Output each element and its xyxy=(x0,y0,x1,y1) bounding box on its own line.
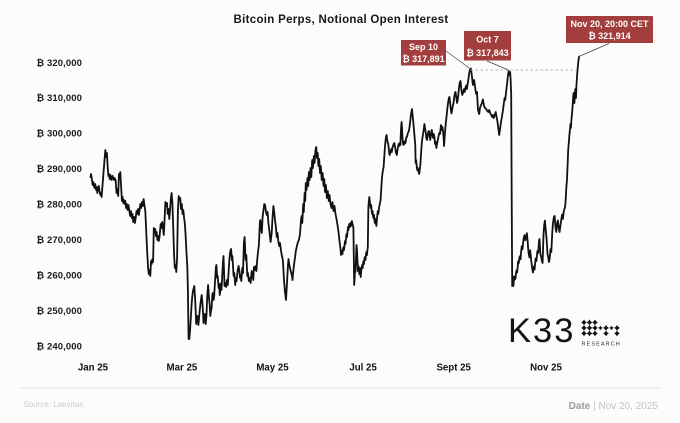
svg-text:K33: K33 xyxy=(508,312,575,350)
svg-text:₿ 240,000: ₿ 240,000 xyxy=(36,341,82,352)
svg-text:Nov 25: Nov 25 xyxy=(530,363,562,374)
svg-text:Mar 25: Mar 25 xyxy=(167,363,198,374)
svg-text:Sep 10: Sep 10 xyxy=(409,42,438,52)
svg-text:₿ 320,000: ₿ 320,000 xyxy=(36,58,82,69)
svg-text:₿ 300,000: ₿ 300,000 xyxy=(36,129,82,140)
svg-text:₿ 317,891: ₿ 317,891 xyxy=(402,54,444,64)
svg-text:₿ 260,000: ₿ 260,000 xyxy=(36,270,82,281)
svg-text:₿ 270,000: ₿ 270,000 xyxy=(36,235,82,246)
svg-text:Oct 7: Oct 7 xyxy=(476,35,499,45)
svg-text:May 25: May 25 xyxy=(256,363,289,374)
svg-text:RESEARCH: RESEARCH xyxy=(582,342,621,348)
svg-text:Date | Nov 20, 2025: Date | Nov 20, 2025 xyxy=(569,401,659,412)
svg-text:Sept 25: Sept 25 xyxy=(436,363,471,374)
svg-text:Jan 25: Jan 25 xyxy=(78,363,109,374)
svg-text:₿ 310,000: ₿ 310,000 xyxy=(36,93,82,104)
svg-text:₿ 250,000: ₿ 250,000 xyxy=(36,306,82,317)
svg-text:₿ 280,000: ₿ 280,000 xyxy=(36,200,82,211)
svg-text:₿ 317,843: ₿ 317,843 xyxy=(466,48,508,58)
svg-text:Nov 20, 20:00 CET: Nov 20, 20:00 CET xyxy=(570,19,649,29)
svg-text:₿ 321,914: ₿ 321,914 xyxy=(588,31,630,41)
svg-text:Source: Laevitas: Source: Laevitas xyxy=(24,400,84,409)
svg-text:Bitcoin Perps, Notional Open I: Bitcoin Perps, Notional Open Interest xyxy=(234,14,449,26)
svg-text:Jul 25: Jul 25 xyxy=(349,363,377,374)
svg-text:₿ 290,000: ₿ 290,000 xyxy=(36,164,82,175)
